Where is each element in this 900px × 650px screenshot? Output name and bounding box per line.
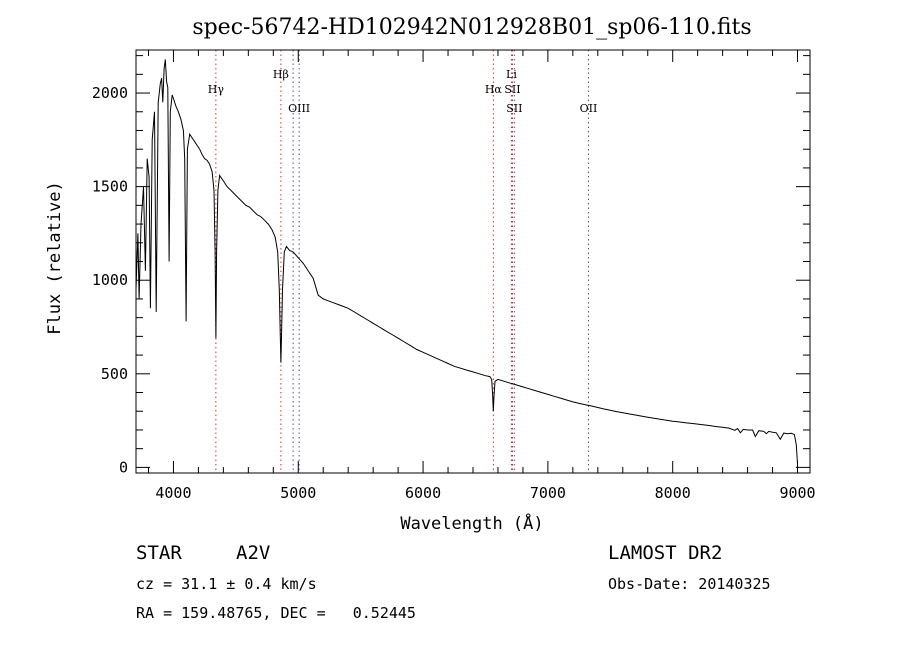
subclass-label: A2V <box>236 542 271 564</box>
x-tick-label-1: 5000 <box>280 484 316 502</box>
spectral-line-label-1: Hβ <box>273 68 289 81</box>
y-tick-label-1: 500 <box>101 365 128 383</box>
plot-frame <box>135 49 811 474</box>
spectral-line-label-8: OII <box>580 102 598 115</box>
spectral-line-label-3: OIII <box>288 102 310 115</box>
spectral-line-label-5: Li <box>506 68 517 81</box>
plot-axes: 4000 5000 6000 7000 8000 9000 0 500 1000 1500 2000 <box>92 49 816 502</box>
x-tick-label-2: 6000 <box>405 484 441 502</box>
y-axis-label: Flux (relative) <box>45 181 65 335</box>
y-tick-label-2: 1000 <box>92 271 128 289</box>
y-tick-label-0: 0 <box>119 458 128 476</box>
survey-label: LAMOST DR2 <box>608 542 723 564</box>
spectral-line-label-7: SII <box>506 102 522 115</box>
chart-title: spec-56742-HD102942N012928B01_sp06-110.f… <box>192 15 751 40</box>
x-axis-label: Wavelength (Å) <box>400 512 543 534</box>
x-tick-label-3: 7000 <box>530 484 566 502</box>
spectrum-line <box>135 59 798 464</box>
x-tick-label-4: 8000 <box>655 484 691 502</box>
cz-readout: cz = 31.1 ± 0.4 km/s <box>136 575 317 593</box>
spectral-line-label-6: SII <box>504 83 520 96</box>
obs-date-readout: Obs-Date: 20140325 <box>608 575 771 593</box>
spectral-line-label-0: Hγ <box>208 83 225 96</box>
y-tick-label-3: 1500 <box>92 178 128 196</box>
spectrum-series <box>135 59 798 464</box>
x-tick-label-0: 4000 <box>155 484 191 502</box>
coords-readout: RA = 159.48765, DEC = 0.52445 <box>136 604 416 622</box>
y-tick-label-4: 2000 <box>92 84 128 102</box>
spectral-line-label-4: Hα <box>485 83 503 96</box>
object-type-label: STAR <box>136 542 182 564</box>
x-tick-label-5: 9000 <box>779 484 815 502</box>
